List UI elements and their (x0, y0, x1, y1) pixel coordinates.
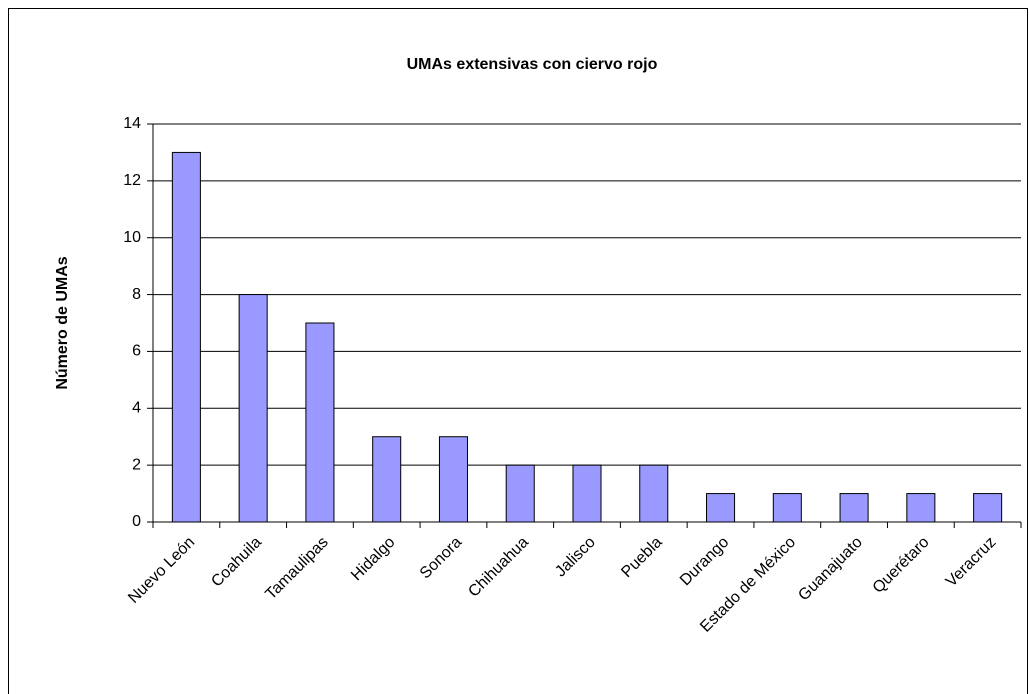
x-tick-label: Coahuila (208, 534, 265, 591)
y-tick-label: 12 (123, 172, 141, 189)
bar (839, 493, 869, 523)
x-tick-label: Hidalgo (348, 534, 398, 584)
bar (572, 464, 602, 523)
x-tick-label: Chihuahua (465, 534, 532, 601)
x-tick-label: Guanajuato (795, 534, 866, 605)
x-tick-label: Veracruz (943, 534, 1000, 591)
bar (372, 436, 402, 523)
y-tick-label: 14 (123, 115, 141, 132)
bar (772, 493, 802, 523)
bar (973, 493, 1003, 523)
y-tick-label: 6 (132, 343, 141, 360)
x-tick-label: Nuevo León (125, 534, 198, 607)
bar (438, 436, 468, 523)
bar (639, 464, 669, 523)
x-tick-label: Tamaulipas (262, 534, 331, 603)
bar (238, 294, 268, 523)
x-tick-label: Puebla (618, 534, 665, 581)
y-axis-title: Número de UMAs (54, 256, 71, 389)
bar (706, 493, 736, 523)
bar (906, 493, 936, 523)
y-tick-label: 0 (132, 513, 141, 530)
y-tick-label: 4 (132, 400, 141, 417)
y-tick-label: 8 (132, 286, 141, 303)
y-tick-label: 2 (132, 456, 141, 473)
bar (505, 464, 535, 523)
bar (305, 322, 335, 523)
x-tick-label: Sonora (417, 534, 466, 583)
chart-frame (8, 8, 1028, 694)
x-tick-label: Querétaro (870, 534, 933, 597)
y-tick-label: 10 (123, 229, 141, 246)
bar (171, 151, 201, 523)
x-tick-label: Jalisco (552, 534, 599, 581)
chart-title: UMAs extensivas con ciervo rojo (407, 56, 658, 73)
x-tick-label: Durango (677, 534, 733, 590)
